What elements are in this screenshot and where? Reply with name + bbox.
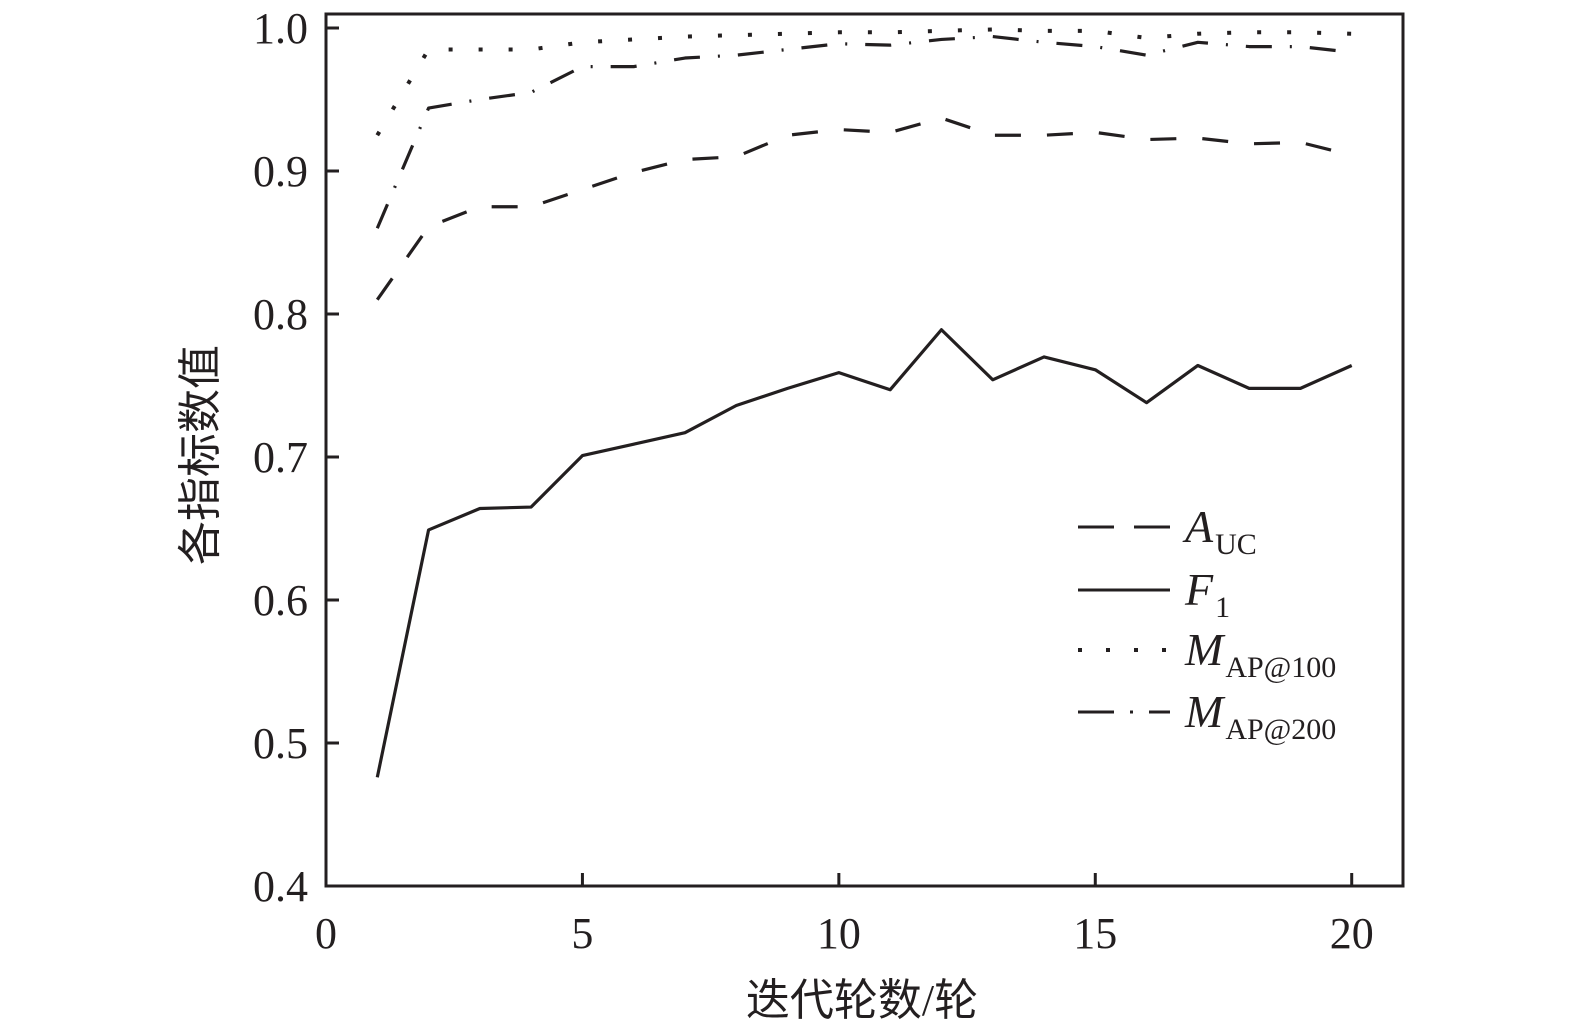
y-tick-label: 0.9 [253, 147, 308, 196]
legend-label-sub: AP@200 [1225, 713, 1336, 746]
y-tick-label: 0.8 [253, 290, 308, 339]
legend-label: AUC [1182, 501, 1257, 561]
legend-label-sub: UC [1215, 528, 1257, 561]
series-line-m-ap-200 [375, 34, 1352, 229]
legend-label: F1 [1184, 564, 1230, 624]
y-axis-label: 各指标数值 [176, 345, 225, 565]
series-line-f-1 [375, 328, 1353, 778]
legend-label-main: F [1184, 564, 1214, 615]
legend-label-main: A [1182, 501, 1214, 552]
legend-label-sub: AP@100 [1225, 651, 1336, 684]
legend-label-main: M [1184, 686, 1226, 737]
y-tick-label: 0.7 [253, 433, 308, 482]
legend-label: MAP@200 [1184, 686, 1336, 746]
legend-label-sub: 1 [1215, 591, 1230, 624]
legend-label: MAP@100 [1184, 624, 1336, 684]
y-tick-label: 1.0 [253, 4, 308, 53]
x-axis-label: 迭代轮数/轮 [746, 976, 978, 1025]
y-tick-label: 0.5 [253, 719, 308, 768]
x-tick-label: 20 [1330, 909, 1374, 958]
series-line-m-ap-100 [375, 27, 1352, 137]
y-tick-label: 0.6 [253, 576, 308, 625]
x-tick-label: 0 [315, 909, 337, 958]
x-tick-label: 5 [571, 909, 593, 958]
plot-frame [324, 12, 1405, 888]
y-tick-label: 0.4 [253, 862, 308, 911]
series-line-a-uc [375, 116, 1353, 301]
x-tick-label: 10 [817, 909, 861, 958]
x-tick-label: 15 [1073, 909, 1117, 958]
legend-label-main: M [1184, 624, 1226, 675]
